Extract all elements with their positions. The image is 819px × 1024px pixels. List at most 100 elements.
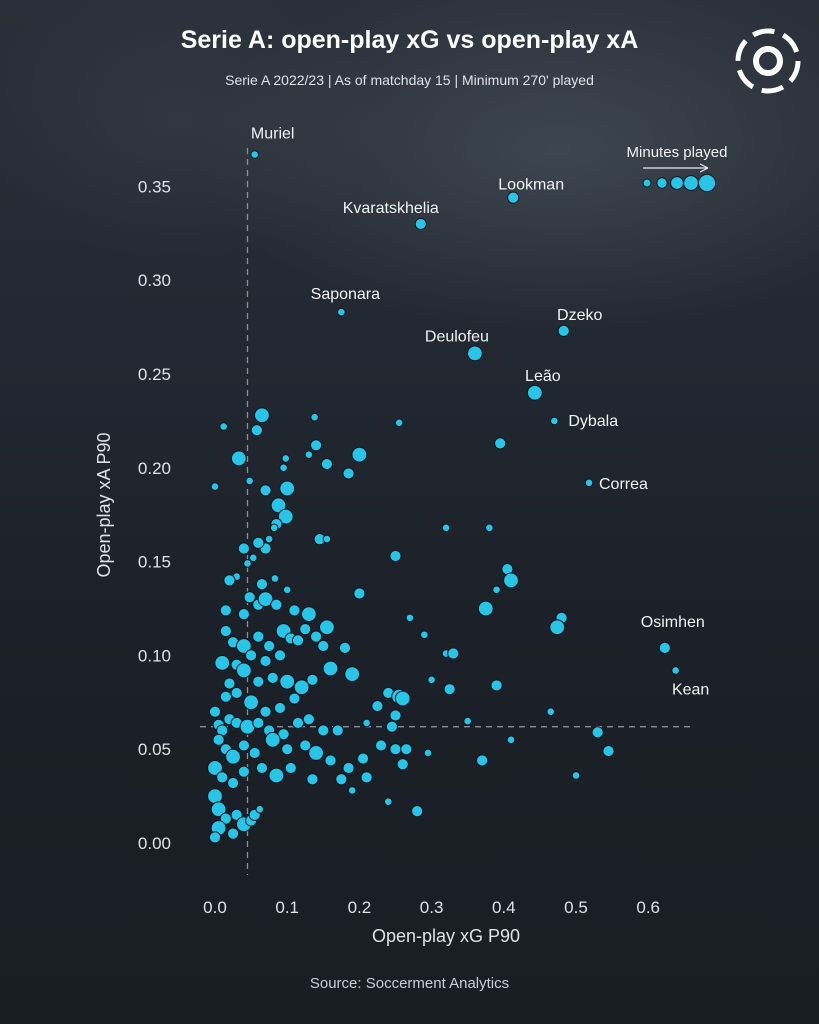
scatter-point bbox=[273, 649, 287, 662]
scatter-point bbox=[317, 724, 330, 737]
size-legend-marker bbox=[642, 178, 652, 188]
scatter-point bbox=[216, 771, 229, 784]
scatter-point bbox=[208, 831, 222, 844]
scatter-points bbox=[207, 150, 680, 844]
scatter-point bbox=[277, 508, 294, 525]
scatter-point bbox=[270, 574, 280, 583]
scatter-point bbox=[503, 572, 519, 589]
scatter-point bbox=[235, 662, 252, 679]
x-tick-label: 0.6 bbox=[636, 898, 660, 917]
scatter-point bbox=[210, 482, 220, 491]
scatter-point bbox=[506, 735, 516, 745]
scatter-point-dzeko bbox=[557, 324, 570, 337]
scatter-point bbox=[490, 679, 503, 692]
scatter-point bbox=[250, 424, 263, 437]
size-legend-marker bbox=[697, 173, 717, 193]
y-tick-label: 0.25 bbox=[138, 365, 171, 384]
scatter-point bbox=[279, 673, 296, 690]
scatter-point bbox=[237, 739, 250, 752]
scatter-point bbox=[243, 694, 260, 711]
scatter-point bbox=[219, 604, 232, 617]
size-legend-marker bbox=[683, 175, 699, 191]
point-label: Muriel bbox=[251, 126, 295, 143]
x-tick-label: 0.1 bbox=[275, 898, 299, 917]
scatter-point bbox=[356, 752, 370, 765]
scatter-point-lookman bbox=[507, 191, 520, 204]
x-tick-label: 0.4 bbox=[492, 898, 516, 917]
scatter-point bbox=[476, 754, 489, 767]
scatter-point bbox=[264, 731, 281, 748]
point-label: Lookman bbox=[498, 177, 564, 194]
scatter-point bbox=[463, 716, 473, 726]
scatter-point bbox=[331, 724, 344, 737]
scatter-point bbox=[411, 805, 424, 818]
scatter-point bbox=[546, 707, 556, 716]
scatter-point bbox=[282, 585, 292, 595]
scatter-point-saponara bbox=[337, 307, 346, 317]
scatter-point bbox=[389, 549, 402, 563]
point-label: Deulofeu bbox=[425, 328, 489, 345]
point-label: Dybala bbox=[568, 413, 618, 430]
scatter-point bbox=[299, 739, 312, 752]
scatter-point bbox=[230, 450, 247, 467]
chart-title: Serie A: open-play xG vs open-play xA bbox=[180, 26, 639, 54]
scatter-point bbox=[259, 705, 272, 718]
scatter-point bbox=[254, 407, 270, 424]
scatter-point bbox=[396, 758, 409, 771]
scatter-point bbox=[225, 748, 241, 765]
scatter-point bbox=[400, 743, 413, 756]
scatter-point bbox=[309, 630, 323, 643]
scatter-point bbox=[494, 437, 507, 450]
scatter-point bbox=[427, 675, 436, 685]
scatter-point bbox=[268, 767, 285, 784]
point-label: Dzeko bbox=[557, 307, 602, 324]
scatter-point bbox=[602, 744, 615, 758]
point-labels: Muriel Lookman Kvaratskhelia Saponara Dzeko D… bbox=[251, 126, 709, 699]
scatter-point bbox=[252, 536, 265, 549]
scatter-point bbox=[219, 422, 228, 431]
scatter-point-dybala bbox=[550, 416, 559, 426]
scatter-point bbox=[235, 638, 252, 654]
source-note: Source: Soccerment Analytics bbox=[309, 975, 510, 992]
scatter-point bbox=[263, 639, 276, 653]
scatter-point bbox=[284, 761, 297, 775]
scatter-point-deulofeu bbox=[467, 345, 483, 362]
scatter-point bbox=[219, 812, 232, 825]
scatter-point bbox=[423, 748, 433, 758]
scatter-point bbox=[255, 578, 269, 591]
scatter-point-correa bbox=[584, 478, 594, 488]
scatter-point bbox=[342, 467, 355, 480]
scatter-point bbox=[308, 745, 324, 761]
scatter-point bbox=[212, 733, 225, 746]
scatter-point bbox=[266, 671, 279, 685]
reference-lines bbox=[200, 148, 695, 875]
scatter-point bbox=[226, 776, 240, 790]
scatter-point bbox=[281, 743, 294, 756]
scatter-point bbox=[441, 523, 451, 533]
scatter-point bbox=[252, 675, 265, 688]
scatter-point bbox=[214, 655, 231, 671]
x-tick-label: 0.3 bbox=[420, 898, 444, 917]
size-legend-marker bbox=[670, 176, 684, 190]
scatter-point bbox=[443, 683, 456, 696]
scatter-point bbox=[257, 591, 274, 608]
scatter-point bbox=[252, 716, 265, 730]
scatter-point bbox=[264, 534, 274, 544]
y-axis-label: Open-play xA P90 bbox=[94, 432, 114, 577]
y-axis-ticks: 0.00 0.05 0.10 0.15 0.20 0.25 0.30 0.35 bbox=[138, 177, 171, 853]
scatter-point bbox=[279, 463, 288, 473]
scatter-point bbox=[571, 771, 581, 780]
point-label: Correa bbox=[599, 476, 648, 493]
scatter-point bbox=[306, 773, 319, 786]
scatter-point bbox=[320, 457, 334, 471]
y-tick-label: 0.30 bbox=[138, 271, 171, 290]
scatter-point-leão bbox=[526, 384, 543, 401]
scatter-point bbox=[306, 673, 319, 686]
scatter-point bbox=[291, 634, 305, 647]
scatter-point bbox=[324, 754, 337, 767]
x-tick-label: 0.5 bbox=[564, 898, 588, 917]
scatter-point bbox=[322, 660, 339, 677]
size-legend-marker bbox=[656, 177, 668, 189]
scatter-point bbox=[245, 649, 258, 662]
